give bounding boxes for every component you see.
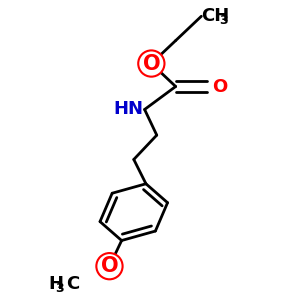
Text: CH: CH xyxy=(201,7,230,25)
Text: HN: HN xyxy=(113,100,143,118)
Text: H: H xyxy=(49,275,64,293)
Text: C: C xyxy=(66,275,80,293)
Text: O: O xyxy=(212,77,227,95)
Text: 3: 3 xyxy=(219,14,227,27)
Text: O: O xyxy=(142,53,160,74)
Text: O: O xyxy=(101,256,118,276)
Text: 3: 3 xyxy=(55,282,64,295)
